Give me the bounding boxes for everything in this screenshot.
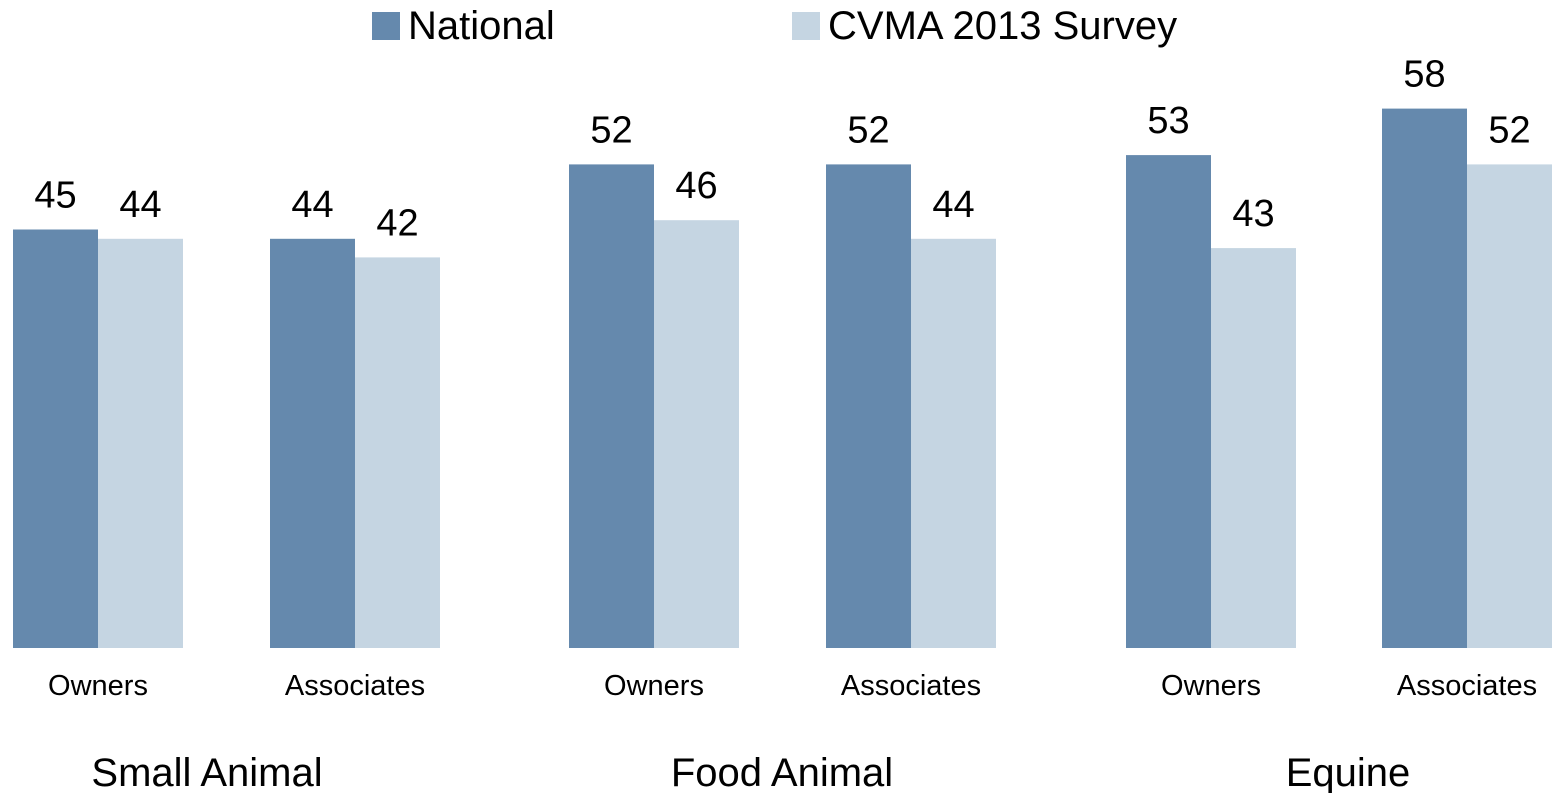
bar-national-3 bbox=[826, 164, 911, 648]
category-label-2: Owners bbox=[604, 670, 704, 702]
data-label-cvma-4: 43 bbox=[1232, 193, 1274, 235]
category-label-0: Owners bbox=[48, 670, 148, 702]
group-label-0: Small Animal bbox=[91, 751, 322, 793]
bar-cvma-4 bbox=[1211, 248, 1296, 648]
data-label-national-0: 45 bbox=[34, 175, 76, 217]
data-label-national-4: 53 bbox=[1147, 100, 1189, 142]
data-label-national-1: 44 bbox=[291, 184, 333, 226]
data-label-cvma-5: 52 bbox=[1488, 109, 1530, 151]
data-label-cvma-0: 44 bbox=[119, 184, 161, 226]
category-label-5: Associates bbox=[1397, 670, 1537, 702]
bar-cvma-2 bbox=[654, 220, 739, 648]
bar-cvma-1 bbox=[355, 257, 440, 648]
bar-cvma-5 bbox=[1467, 164, 1552, 648]
data-label-national-3: 52 bbox=[847, 109, 889, 151]
category-label-3: Associates bbox=[841, 670, 981, 702]
bar-cvma-0 bbox=[98, 238, 183, 649]
bar-national-2 bbox=[569, 164, 654, 648]
bar-national-5 bbox=[1382, 108, 1467, 649]
legend-item-national: National bbox=[372, 4, 555, 48]
category-label-1: Associates bbox=[285, 670, 425, 702]
legend-swatch-national bbox=[372, 12, 400, 40]
category-label-4: Owners bbox=[1161, 670, 1261, 702]
legend-swatch-cvma bbox=[792, 12, 820, 40]
data-label-national-5: 58 bbox=[1403, 54, 1445, 96]
group-label-2: Equine bbox=[1286, 751, 1411, 793]
data-label-cvma-1: 42 bbox=[376, 202, 418, 244]
legend-label-cvma: CVMA 2013 Survey bbox=[828, 4, 1178, 48]
bar-cvma-3 bbox=[911, 238, 996, 649]
bar-national-4 bbox=[1126, 155, 1211, 648]
data-label-national-2: 52 bbox=[590, 109, 632, 151]
legend-item-cvma: CVMA 2013 Survey bbox=[792, 4, 1177, 48]
bar-national-1 bbox=[270, 238, 355, 649]
bar-national-0 bbox=[13, 229, 98, 648]
legend: National CVMA 2013 Survey bbox=[0, 4, 1565, 48]
group-label-1: Food Animal bbox=[671, 751, 893, 793]
data-label-cvma-3: 44 bbox=[932, 184, 974, 226]
data-label-cvma-2: 46 bbox=[675, 165, 717, 207]
legend-label-national: National bbox=[408, 4, 555, 48]
